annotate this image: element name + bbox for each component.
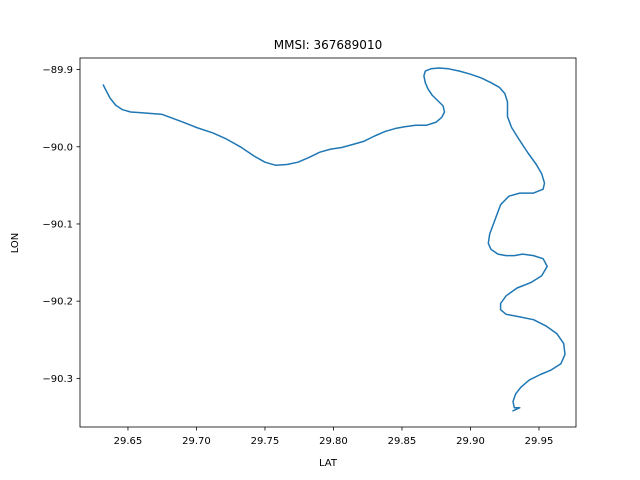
- x-tick-label: 29.95: [525, 436, 554, 447]
- vessel-track-line: [102, 67, 566, 412]
- plot-region: [79, 57, 577, 428]
- plot-frame: [79, 57, 577, 428]
- x-tick-label: 29.65: [114, 436, 143, 447]
- y-axis-label: LON: [10, 233, 21, 254]
- x-tick-label: 29.75: [251, 436, 280, 447]
- x-tick-label: 29.70: [182, 436, 211, 447]
- y-tick-label: −89.9: [42, 65, 73, 76]
- chart-title: MMSI: 367689010: [274, 38, 382, 52]
- y-axis: −89.9 −90.0 −90.1 −90.2 −90.3: [42, 65, 80, 385]
- y-tick-label: −90.3: [42, 374, 73, 385]
- x-axis: 29.65 29.70 29.75 29.80 29.85 29.90 29.95: [114, 427, 554, 447]
- y-tick-label: −90.2: [42, 297, 73, 308]
- y-tick-label: −90.0: [42, 142, 73, 153]
- y-tick-label: −90.1: [42, 219, 73, 230]
- x-axis-label: LAT: [319, 458, 338, 469]
- x-tick-label: 29.90: [456, 436, 485, 447]
- x-tick-label: 29.85: [388, 436, 417, 447]
- x-tick-label: 29.80: [319, 436, 348, 447]
